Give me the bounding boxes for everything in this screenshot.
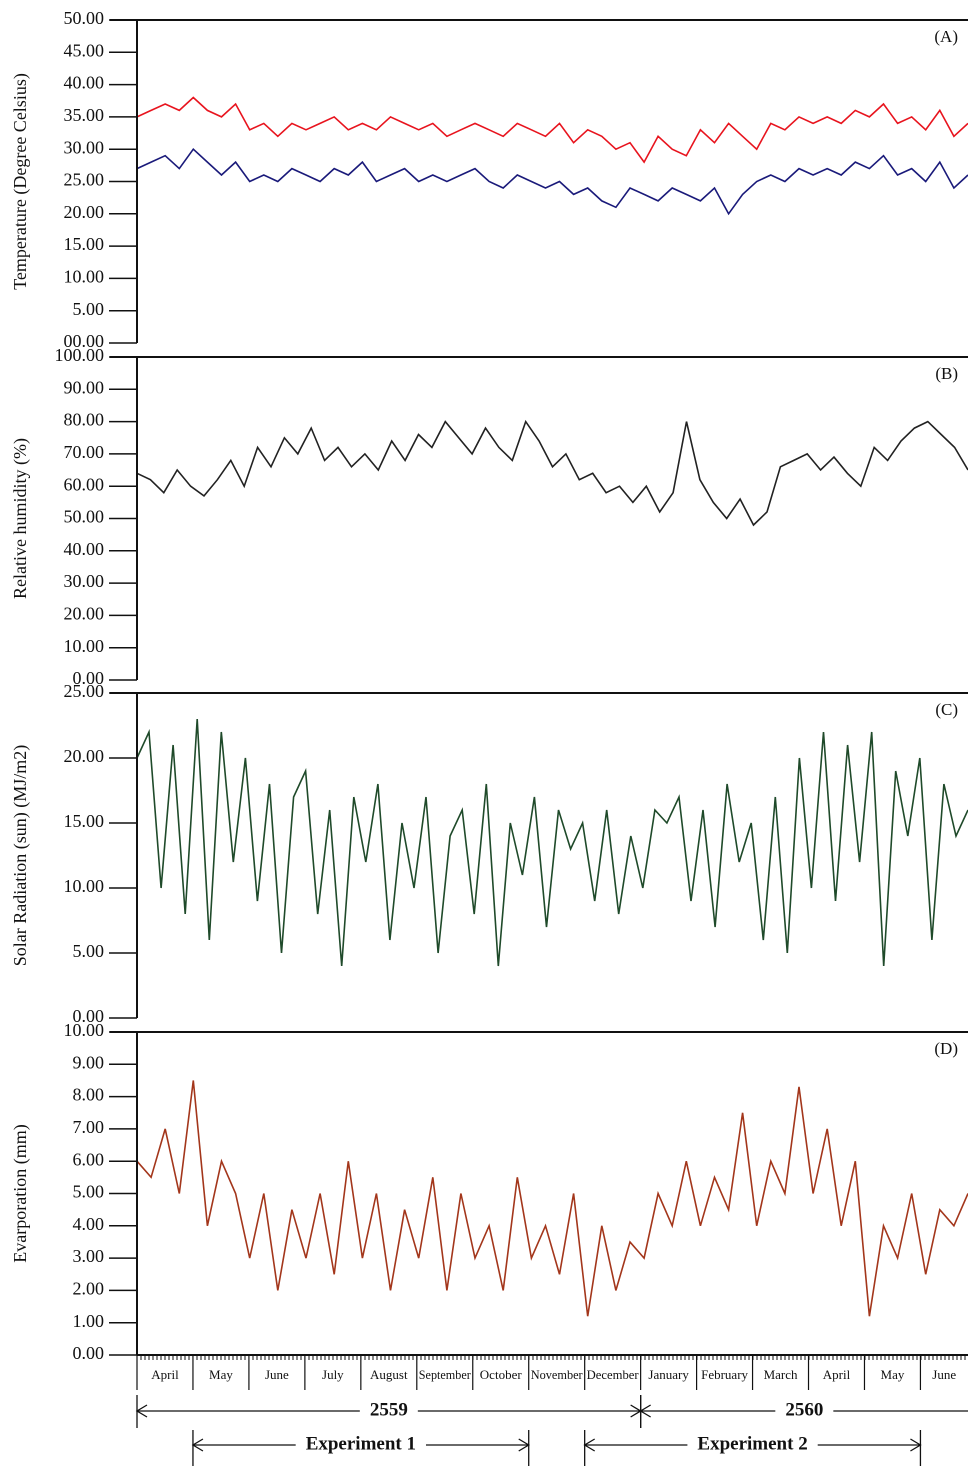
y-tick-label: 5.00 xyxy=(73,1182,105,1202)
panel-label: (A) xyxy=(934,27,958,46)
data-line xyxy=(137,1081,968,1317)
month-label: March xyxy=(764,1367,798,1382)
y-tick-label: 60.00 xyxy=(64,474,105,494)
month-label: April xyxy=(151,1367,179,1382)
y-axis-label: Solar Radiation (sun) (MJ/m2) xyxy=(10,745,31,966)
month-label: February xyxy=(701,1367,748,1382)
y-axis-label: Relative humidity (%) xyxy=(10,438,31,599)
month-label: April xyxy=(823,1367,851,1382)
y-tick-label: 10.00 xyxy=(64,876,105,896)
y-tick-label: 9.00 xyxy=(73,1052,105,1072)
month-label: August xyxy=(370,1367,408,1382)
experiments-label: Experiment 1 xyxy=(306,1433,416,1454)
y-tick-label: 25.00 xyxy=(64,170,105,190)
y-axis-label: Evarporation (mm) xyxy=(10,1124,31,1262)
panel-label: (B) xyxy=(935,364,958,383)
y-tick-label: 35.00 xyxy=(64,105,105,125)
y-tick-label: 90.00 xyxy=(64,377,105,397)
month-label: July xyxy=(322,1367,344,1382)
y-tick-label: 4.00 xyxy=(73,1214,105,1234)
experiments-label: Experiment 2 xyxy=(697,1433,807,1454)
month-label: December xyxy=(587,1367,640,1382)
y-tick-label: 20.00 xyxy=(64,746,105,766)
y-tick-label: 3.00 xyxy=(73,1246,105,1266)
month-label: January xyxy=(648,1367,689,1382)
data-line xyxy=(137,422,968,525)
month-label: October xyxy=(480,1367,523,1382)
y-tick-label: 40.00 xyxy=(64,73,105,93)
y-tick-label: 10.00 xyxy=(64,1020,105,1040)
y-tick-label: 7.00 xyxy=(73,1117,105,1137)
y-tick-label: 10.00 xyxy=(64,267,105,287)
y-tick-label: 100.00 xyxy=(55,345,105,365)
y-tick-label: 2.00 xyxy=(73,1279,105,1299)
month-label: June xyxy=(265,1367,289,1382)
data-line xyxy=(137,98,968,163)
y-tick-label: 8.00 xyxy=(73,1085,105,1105)
panel-label: (C) xyxy=(935,700,958,719)
month-label: May xyxy=(881,1367,905,1382)
years-label: 2560 xyxy=(785,1399,823,1420)
y-tick-label: 0.00 xyxy=(73,1343,105,1363)
y-tick-label: 15.00 xyxy=(64,811,105,831)
y-tick-label: 5.00 xyxy=(73,941,105,961)
chart: 00.005.0010.0015.0020.0025.0030.0035.004… xyxy=(0,0,968,1466)
y-tick-label: 25.00 xyxy=(64,681,105,701)
data-line xyxy=(137,149,968,214)
years-label: 2559 xyxy=(370,1399,408,1420)
y-axis-label: Temperature (Degree Celsius) xyxy=(10,73,31,290)
y-tick-label: 30.00 xyxy=(64,571,105,591)
data-line xyxy=(137,719,968,966)
y-tick-label: 45.00 xyxy=(64,40,105,60)
y-tick-label: 80.00 xyxy=(64,410,105,430)
y-tick-label: 15.00 xyxy=(64,234,105,254)
month-label: June xyxy=(932,1367,956,1382)
month-label: November xyxy=(531,1367,584,1382)
month-label: September xyxy=(419,1367,472,1382)
y-tick-label: 40.00 xyxy=(64,539,105,559)
y-tick-label: 5.00 xyxy=(73,299,105,319)
y-tick-label: 50.00 xyxy=(64,8,105,28)
panel-label: (D) xyxy=(934,1039,958,1058)
y-tick-label: 20.00 xyxy=(64,604,105,624)
month-label: May xyxy=(209,1367,233,1382)
y-tick-label: 10.00 xyxy=(64,636,105,656)
y-tick-label: 6.00 xyxy=(73,1149,105,1169)
y-tick-label: 1.00 xyxy=(73,1311,105,1331)
y-tick-label: 50.00 xyxy=(64,507,105,527)
y-tick-label: 30.00 xyxy=(64,137,105,157)
y-tick-label: 70.00 xyxy=(64,442,105,462)
y-tick-label: 20.00 xyxy=(64,202,105,222)
